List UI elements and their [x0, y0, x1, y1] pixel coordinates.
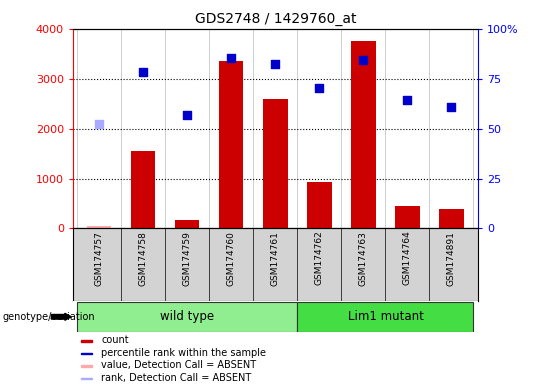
Text: Lim1 mutant: Lim1 mutant [348, 310, 423, 323]
Bar [77, 302, 298, 331]
Bar [81, 340, 92, 342]
Bar [81, 365, 92, 367]
Text: GSM174763: GSM174763 [359, 231, 368, 286]
Point [447, 104, 456, 110]
Text: percentile rank within the sample: percentile rank within the sample [102, 348, 266, 358]
Point [271, 61, 280, 67]
Text: GSM174759: GSM174759 [183, 231, 192, 286]
Text: GSM174891: GSM174891 [447, 231, 456, 286]
Bar [131, 151, 156, 228]
Title: GDS2748 / 1429760_at: GDS2748 / 1429760_at [194, 12, 356, 26]
Text: count: count [102, 336, 129, 346]
Text: rank, Detection Call = ABSENT: rank, Detection Call = ABSENT [102, 373, 252, 383]
Text: value, Detection Call = ABSENT: value, Detection Call = ABSENT [102, 360, 256, 370]
Text: GSM174758: GSM174758 [139, 231, 148, 286]
Point [315, 84, 324, 91]
Point [183, 112, 192, 118]
Point [95, 121, 104, 127]
Text: GSM174757: GSM174757 [95, 231, 104, 286]
Bar [219, 61, 244, 228]
Point [359, 57, 368, 63]
Bar [87, 226, 111, 228]
Bar [440, 209, 464, 228]
Bar [176, 220, 199, 228]
Point [139, 69, 147, 75]
Text: GSM174764: GSM174764 [403, 231, 412, 285]
Text: GSM174762: GSM174762 [315, 231, 324, 285]
Bar [81, 353, 92, 354]
Text: GSM174761: GSM174761 [271, 231, 280, 286]
Point [227, 55, 235, 61]
Bar [81, 377, 92, 379]
Bar [352, 41, 375, 228]
Bar [264, 99, 287, 228]
Bar [395, 206, 420, 228]
Text: wild type: wild type [160, 310, 214, 323]
Text: genotype/variation: genotype/variation [3, 312, 96, 322]
Bar [298, 302, 474, 331]
Bar [307, 182, 332, 228]
Point [403, 97, 412, 103]
Text: GSM174760: GSM174760 [227, 231, 236, 286]
